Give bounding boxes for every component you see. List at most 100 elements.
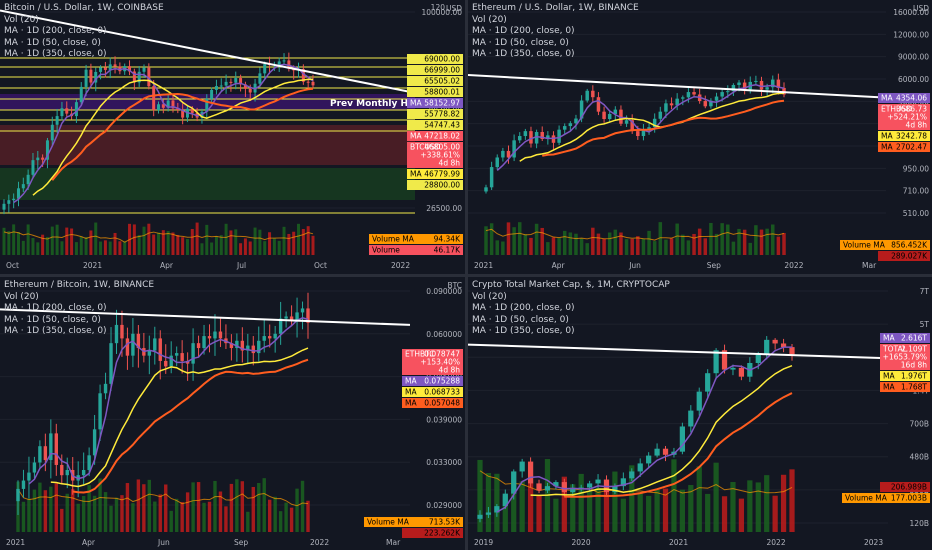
candle-body [284, 316, 288, 319]
price-tick-label: 100000.00 [421, 8, 462, 17]
volume-bar [629, 465, 635, 532]
volume-bar [65, 493, 69, 532]
volume-bar [485, 473, 492, 532]
volume-tag-value: 206.989B [891, 483, 927, 492]
volume-bar [607, 232, 612, 255]
volume-bar [765, 228, 769, 255]
ma350-line [51, 87, 314, 181]
price-tag-value: 46805.00 [424, 143, 460, 152]
chart-svg-ethbtc[interactable]: 0.0900000.0600000.0450000.0390000.033000… [0, 277, 465, 550]
price-tag-label: TOTAL [882, 345, 908, 354]
volume-bar [60, 241, 64, 255]
chart-svg-ethusd[interactable]: 16000.0012000.009000.006000.004000.00195… [468, 0, 932, 274]
price-tick-label: 6000.00 [898, 75, 929, 84]
candle-body [688, 410, 694, 427]
pane-divider-horizontal[interactable] [0, 274, 932, 277]
volume-bar [243, 238, 247, 255]
candle-body [240, 340, 245, 351]
price-tag-bg [878, 104, 930, 130]
volume-bar [519, 481, 525, 532]
chart-pane-ethusd[interactable]: 16000.0012000.009000.006000.004000.00195… [468, 0, 932, 274]
candle-body [16, 488, 20, 502]
x-tick-label: Oct [314, 261, 327, 270]
volume-bar [764, 475, 770, 532]
volume-bar [709, 222, 713, 255]
volume-bar [94, 222, 98, 255]
price-tag-bg [407, 142, 463, 168]
volume-bar [630, 238, 634, 255]
candle-body [714, 96, 719, 101]
candle-body [529, 131, 533, 144]
price-tag-bg [407, 109, 463, 119]
price-tick-label: 0.090000 [426, 287, 462, 296]
volume-bar [664, 239, 668, 255]
candle-body [235, 340, 239, 349]
candle-body [523, 131, 528, 137]
chart-svg-total[interactable]: 7T5T3.4T1.4T700B480B330B120B201920202021… [468, 277, 932, 550]
volume-bar [527, 482, 534, 532]
candle-body [607, 114, 612, 120]
volume-bar [574, 233, 578, 255]
candle-body [641, 129, 646, 137]
price-tag-bg [407, 87, 463, 97]
candle-body [527, 461, 534, 484]
candle-body [79, 86, 83, 103]
volume-bar [131, 503, 135, 532]
price-tag-bg [402, 349, 463, 375]
candle-body [92, 429, 97, 456]
candle-body [630, 120, 634, 132]
ma200-line [13, 63, 314, 204]
currency-label: BTC [447, 281, 462, 290]
candle-body [306, 81, 310, 83]
candle-body [174, 353, 179, 356]
price-tag-value: 1.768T [901, 383, 927, 392]
candle-body [675, 98, 679, 106]
volume-ma-line [17, 488, 309, 507]
volume-bar [671, 459, 677, 532]
zone-green [0, 168, 415, 200]
volume-bar [301, 228, 305, 255]
x-tick-label: Jun [157, 538, 170, 547]
candle-body [87, 455, 91, 470]
x-tick-label: Jul [236, 261, 246, 270]
price-tag-value: 0.057048 [424, 399, 460, 408]
volume-bar [511, 471, 517, 532]
volume-bar [268, 232, 272, 255]
volume-bar [49, 486, 53, 532]
candle-body [131, 333, 135, 356]
volume-bar [113, 232, 117, 255]
volume-bar [161, 230, 165, 255]
price-tag-value: 28800.00 [424, 181, 460, 190]
price-tick-label: 26500.00 [426, 204, 462, 213]
volume-tag-label: Volume MA [372, 235, 415, 244]
chart-pane-total[interactable]: 7T5T3.4T1.4T700B480B330B120B201920202021… [468, 277, 932, 550]
price-tag-extra: +153.40% [420, 358, 460, 367]
price-tag-label: ETHBTC [405, 350, 434, 359]
candle-body [99, 67, 103, 72]
volume-bar [613, 229, 618, 255]
candle-body [74, 102, 78, 117]
volume-bar [277, 240, 281, 255]
volume-bar [109, 505, 113, 532]
x-tick-label: Jun [628, 261, 641, 270]
candle-body [587, 483, 593, 488]
volume-tag-value: 713.53K [429, 518, 461, 527]
price-tag-value: 3686.73 [896, 105, 927, 114]
volume-bar [81, 495, 86, 532]
candle-body [166, 100, 170, 108]
candle-body [679, 426, 685, 452]
candle-body [94, 71, 98, 83]
chart-pane-ethbtc[interactable]: 0.0900000.0600000.0450000.0390000.033000… [0, 277, 465, 550]
volume-bar [205, 224, 209, 255]
price-tag-bg [407, 120, 463, 130]
candle-body [612, 486, 618, 493]
volume-bar [147, 479, 152, 532]
x-tick-label: Sep [707, 261, 721, 270]
ma350-line [564, 392, 793, 498]
volume-bar [176, 234, 180, 255]
candle-body [278, 318, 283, 334]
volume-ma-line [485, 228, 785, 241]
ma200-line [496, 346, 793, 513]
